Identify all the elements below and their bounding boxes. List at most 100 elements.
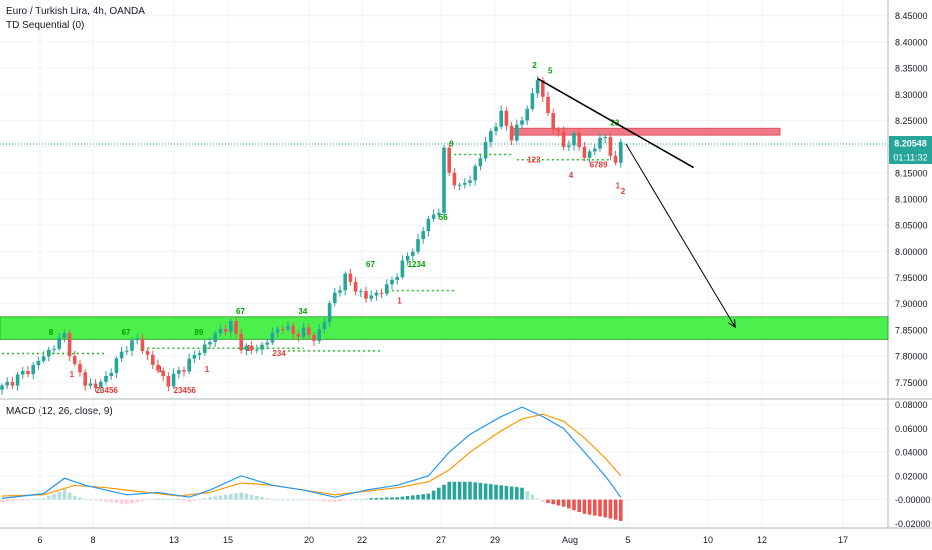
macd-histogram-bar — [338, 499, 342, 502]
candle-body — [572, 132, 576, 146]
macd-histogram-bar — [260, 497, 264, 500]
macd-histogram-bar — [218, 495, 223, 500]
price-axis-label: 7.95000 — [895, 273, 928, 283]
macd-histogram-bar — [587, 499, 592, 515]
price-axis-label: 8.40000 — [895, 37, 928, 47]
candle-body — [15, 374, 20, 386]
trendline[interactable] — [537, 77, 694, 169]
candle-body — [275, 329, 280, 333]
candle-body — [437, 212, 441, 215]
macd-histogram-bar — [442, 484, 446, 500]
macd-histogram-bar — [67, 492, 72, 500]
macd-histogram-bar — [114, 499, 119, 504]
macd-histogram-bar — [535, 498, 540, 500]
price-axis-label: 7.90000 — [895, 299, 928, 309]
price-axis-label: 8.35000 — [895, 64, 928, 74]
macd-histogram-bar — [166, 498, 171, 500]
candle-body — [333, 292, 337, 304]
candle-body — [395, 277, 399, 280]
candle-body — [541, 80, 545, 97]
macd-histogram-bar — [619, 499, 623, 521]
macd-histogram-bar — [322, 499, 327, 502]
macd-histogram-bar — [0, 499, 4, 502]
candle-body — [577, 132, 581, 147]
candle-body — [369, 295, 373, 299]
td-countdown-label: 1 — [616, 182, 621, 191]
candle-body — [78, 363, 82, 373]
candle-body — [229, 321, 233, 332]
macd-histogram-bar — [31, 499, 35, 501]
candle-body — [598, 138, 602, 149]
macd-histogram-bar — [244, 493, 249, 500]
chart-title: Euro / Turkish Lira, 4h, OANDA — [6, 6, 145, 17]
macd-histogram-bar — [333, 499, 337, 502]
candle-body — [62, 333, 67, 338]
macd-signal-line — [1, 413, 622, 497]
macd-histogram-bar — [203, 498, 207, 500]
candle-body — [223, 329, 228, 332]
candle-body — [619, 141, 623, 163]
macd-histogram-bar — [447, 481, 451, 500]
time-axis-label: 15 — [223, 535, 233, 545]
time-axis-label: 6 — [37, 535, 42, 545]
candle-body — [249, 345, 254, 351]
macd-histogram-bar — [499, 485, 503, 500]
macd-histogram-bar — [530, 494, 535, 500]
candle-body — [452, 172, 457, 186]
candle-body — [234, 321, 238, 334]
candle-body — [447, 147, 451, 173]
td-setup-label: 67 — [236, 307, 245, 316]
projection-arrow[interactable] — [625, 143, 736, 328]
candle-body — [494, 126, 498, 132]
candle-body — [489, 131, 493, 143]
macd-histogram-bar — [15, 499, 20, 501]
macd-histogram-bar — [5, 499, 9, 502]
candle-body — [57, 337, 61, 349]
macd-histogram-bar — [457, 481, 462, 500]
time-axis-label: 12 — [757, 535, 767, 545]
candle-body — [203, 344, 207, 353]
candle-body — [270, 332, 275, 343]
candle-body — [473, 166, 477, 181]
macd-histogram-bar — [395, 497, 399, 500]
macd-histogram-bar — [239, 492, 243, 500]
candle-body — [411, 251, 415, 256]
macd-histogram-bar — [561, 499, 566, 507]
candle-body — [400, 260, 405, 278]
macd-histogram-bar — [234, 493, 238, 500]
candle-body — [499, 110, 503, 127]
macd-histogram-bar — [416, 494, 420, 500]
support-zone — [0, 316, 889, 340]
time-axis-label: 5 — [625, 535, 630, 545]
candle-body — [307, 327, 311, 335]
candle-body — [593, 148, 597, 152]
candle-body — [125, 350, 129, 352]
td-setup-label: 56 — [439, 213, 448, 222]
macd-axis-label: 0.08000 — [895, 400, 928, 410]
macd-histogram-bar — [608, 499, 613, 519]
td-countdown-label: 23456 — [174, 386, 197, 395]
macd-histogram-bar — [223, 494, 228, 500]
macd-histogram-bar — [10, 499, 15, 502]
macd-histogram-bar — [177, 499, 181, 500]
candle-body — [338, 290, 342, 293]
candle-body — [478, 158, 483, 167]
macd-axis-label: 0.04000 — [895, 448, 928, 458]
macd-histogram-bar — [119, 499, 124, 504]
candle-body — [130, 340, 134, 351]
candle-body — [312, 334, 316, 341]
macd-histogram-bar — [41, 498, 46, 500]
td-countdown-label: 1 — [397, 297, 402, 306]
macd-histogram-bar — [296, 499, 301, 501]
macd-histogram-bar — [161, 498, 165, 500]
macd-histogram-bar — [546, 499, 550, 504]
macd-histogram-bar — [317, 499, 321, 501]
macd-histogram-bar — [26, 499, 30, 501]
macd-histogram-bar — [593, 499, 597, 516]
last-price-badge — [889, 136, 932, 151]
td-setup-label: 34 — [298, 307, 307, 316]
candle-body — [171, 373, 176, 387]
candle-body — [421, 231, 425, 240]
macd-histogram-bar — [265, 498, 269, 500]
